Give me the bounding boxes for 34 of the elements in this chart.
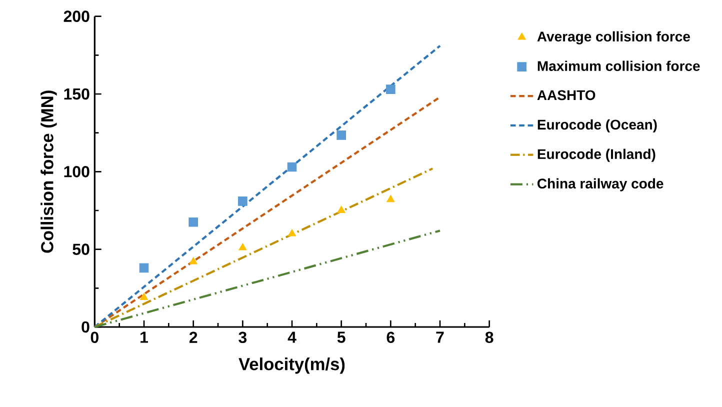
point <box>288 229 296 236</box>
point <box>386 84 396 94</box>
x-tick-label: 4 <box>288 332 296 343</box>
x-tick-label: 1 <box>140 332 148 343</box>
x-tick-label: 5 <box>337 332 346 343</box>
x-tick-label: 0 <box>90 332 98 344</box>
point <box>140 292 148 300</box>
y-tick-label: 50 <box>72 244 90 255</box>
y-axis-title: Collision force (MN) <box>40 90 57 253</box>
x-tick-label: 3 <box>238 332 247 344</box>
legend-label: Eurocode (Inland) <box>538 148 656 162</box>
point <box>189 257 198 264</box>
x-axis-title: Velocity(m/s) <box>238 358 345 374</box>
point <box>238 243 247 250</box>
legend-label: China railway code <box>538 178 664 192</box>
x-tick-label: 7 <box>436 332 444 343</box>
y-tick-label: 200 <box>64 10 90 22</box>
point <box>337 206 346 213</box>
legend-label: AASHTO <box>537 90 596 100</box>
point <box>188 217 198 227</box>
x-tick-label: 8 <box>485 332 494 344</box>
x-tick-label: 6 <box>386 332 395 344</box>
y-tick-label: 150 <box>64 88 90 100</box>
legend-label: Average collision force <box>537 31 690 44</box>
y-tick-label: 100 <box>64 166 90 178</box>
point <box>139 263 149 273</box>
point <box>386 194 395 202</box>
point <box>336 130 346 140</box>
legend-label: Maximum collision force <box>538 60 700 72</box>
point <box>287 162 297 172</box>
legend-label: Eurocode (Ocean) <box>538 119 657 132</box>
y-tick-label: 0 <box>82 321 90 333</box>
point <box>238 196 248 206</box>
x-tick-label: 2 <box>189 332 198 343</box>
